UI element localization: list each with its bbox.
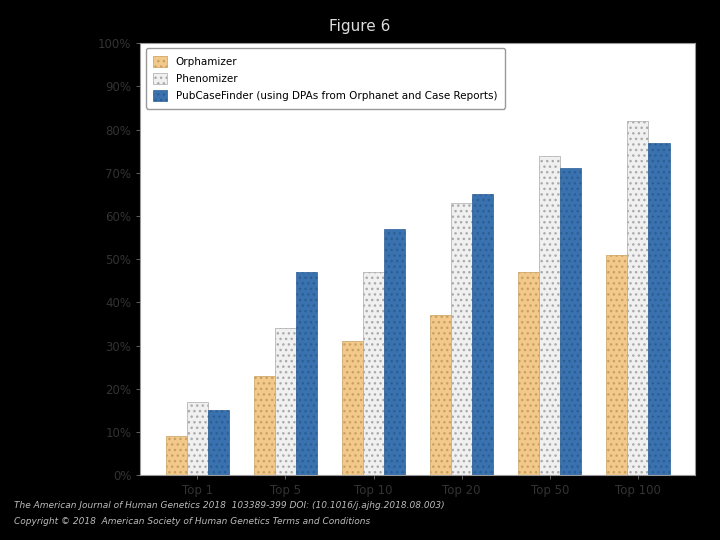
Bar	[296, 272, 317, 475]
Bar	[472, 194, 493, 475]
Bar	[208, 410, 229, 475]
Bar	[384, 229, 405, 475]
Y-axis label: Recall: Recall	[79, 240, 92, 278]
Bar	[363, 272, 384, 475]
Bar	[430, 315, 451, 475]
Text: Figure 6: Figure 6	[329, 19, 391, 34]
Bar	[518, 272, 539, 475]
Bar	[253, 376, 275, 475]
Bar	[649, 143, 670, 475]
Legend: Orphamizer, Phenomizer, PubCaseFinder (using DPAs from Orphanet and Case Reports: Orphamizer, Phenomizer, PubCaseFinder (u…	[145, 49, 505, 109]
Bar	[186, 402, 208, 475]
Text: The American Journal of Human Genetics 2018  103389-399 DOI: (10.1016/j.ajhg.201: The American Journal of Human Genetics 2…	[14, 501, 445, 510]
Text: Copyright © 2018  American Society of Human Genetics Terms and Conditions: Copyright © 2018 American Society of Hum…	[14, 517, 371, 526]
Bar	[627, 121, 649, 475]
Bar	[451, 203, 472, 475]
Bar	[166, 436, 186, 475]
Bar	[606, 255, 627, 475]
Bar	[539, 156, 560, 475]
Bar	[275, 328, 296, 475]
Bar	[560, 168, 582, 475]
Bar	[342, 341, 363, 475]
